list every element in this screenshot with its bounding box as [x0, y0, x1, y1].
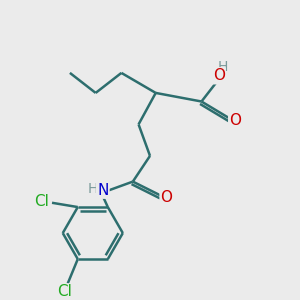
Text: Cl: Cl	[34, 194, 49, 209]
Text: H: H	[88, 182, 98, 196]
Text: N: N	[97, 183, 109, 198]
Text: O: O	[229, 112, 241, 128]
Text: O: O	[160, 190, 172, 205]
Text: O: O	[213, 68, 225, 83]
Text: Cl: Cl	[58, 284, 72, 299]
Text: H: H	[218, 60, 228, 74]
